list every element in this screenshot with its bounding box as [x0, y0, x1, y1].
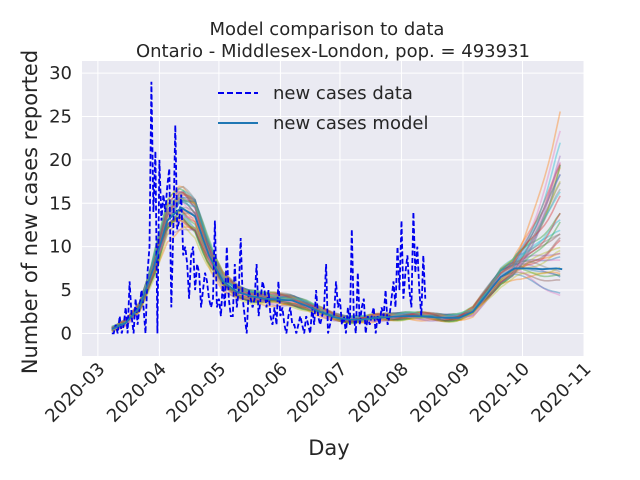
- model-ensemble-line: [111, 189, 561, 332]
- legend: new cases data new cases model: [218, 83, 428, 134]
- model-ensemble-line: [111, 192, 561, 332]
- grid-lines: [82, 61, 585, 356]
- model-ensemble-line: [111, 191, 561, 332]
- chart-title: Model comparison to data: [210, 19, 445, 40]
- x-tick-label: 2020-09: [406, 359, 474, 427]
- x-axis-label: Day: [308, 436, 349, 460]
- model-ensemble-line: [111, 165, 561, 331]
- y-tick-label: 0: [61, 323, 72, 344]
- model-ensemble-line: [111, 226, 561, 332]
- model-ensemble-line: [111, 216, 561, 330]
- model-ensemble-line: [111, 111, 561, 332]
- model-ensemble-line: [111, 197, 561, 331]
- model-ensemble-line: [111, 190, 561, 330]
- model-ensemble-line: [111, 222, 561, 331]
- y-tick-label: 10: [49, 237, 72, 258]
- model-ensemble-line: [111, 190, 561, 332]
- x-tick-label: 2020-05: [162, 359, 230, 427]
- x-tick-label: 2020-06: [224, 359, 292, 427]
- model-ensemble-line: [111, 209, 561, 329]
- x-tick-label: 2020-10: [466, 359, 534, 427]
- x-tick-labels: 2020-032020-042020-052020-062020-072020-…: [41, 359, 595, 427]
- model-ensemble-line: [111, 185, 561, 332]
- x-tick-label: 2020-07: [283, 359, 351, 427]
- model-ensemble-line: [111, 216, 561, 329]
- legend-label: new cases data: [273, 83, 413, 104]
- model-ensemble-line: [111, 200, 561, 332]
- x-tick-label: 2020-08: [345, 359, 413, 427]
- y-tick-label: 30: [49, 63, 72, 84]
- model-ensemble-line: [111, 192, 561, 331]
- series-layer: [111, 81, 563, 335]
- legend-label: new cases model: [273, 113, 428, 134]
- y-tick-label: 15: [49, 193, 72, 214]
- x-tick-label: 2020-11: [527, 359, 595, 427]
- model-ensemble-line: [111, 187, 561, 329]
- y-axis-label: Number of new cases reported: [18, 50, 42, 374]
- model-ensemble-line: [111, 163, 561, 331]
- x-tick-label: 2020-03: [41, 359, 109, 427]
- model-ensemble-line: [111, 209, 561, 329]
- series-line-new-cases-model: [111, 206, 563, 330]
- y-tick-label: 5: [61, 280, 72, 301]
- x-tick-label: 2020-04: [103, 359, 171, 427]
- series-line-new-cases-data: [111, 81, 427, 335]
- chart-subtitle: Ontario - Middlesex-London, pop. = 49393…: [136, 41, 530, 62]
- model-ensemble-line: [111, 167, 561, 330]
- y-tick-label: 25: [49, 107, 72, 128]
- y-tick-label: 20: [49, 150, 72, 171]
- model-ensemble-line: [111, 196, 561, 332]
- y-tick-labels: 0 5 10 15 20 25 30: [49, 63, 72, 344]
- model-ensemble-line: [111, 219, 561, 329]
- model-ensemble-line: [111, 218, 561, 329]
- model-ensemble-line: [111, 174, 561, 331]
- model-ensemble-line: [111, 155, 561, 329]
